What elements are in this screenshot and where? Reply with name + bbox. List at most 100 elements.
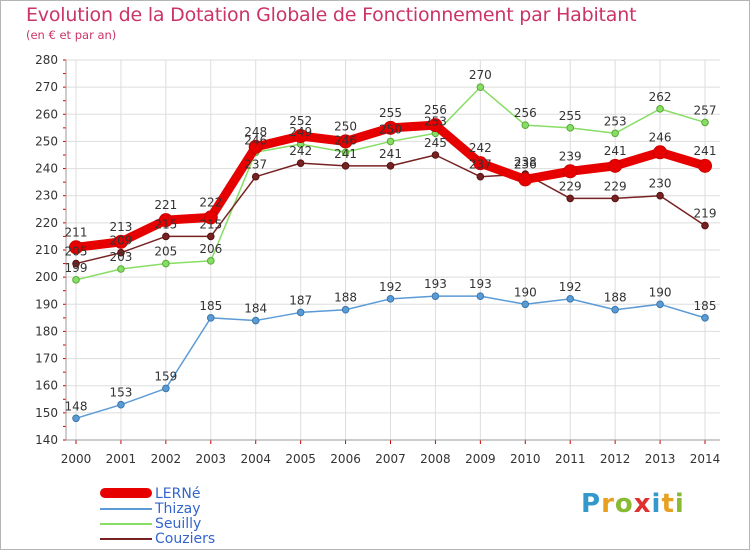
data-label-seuilly: 246	[244, 133, 267, 147]
x-tick-label: 2014	[690, 452, 721, 466]
y-tick-label: 190	[35, 297, 58, 311]
y-tick-label: 180	[35, 324, 58, 338]
legend-item-couziers: Couziers	[100, 531, 300, 547]
data-label-seuilly: 256	[514, 106, 537, 120]
legend-item-lerne: LERNé	[100, 486, 300, 502]
data-point-thizay	[162, 384, 170, 393]
data-label-seuilly: 255	[559, 109, 582, 123]
data-label-lerne: 241	[694, 144, 717, 158]
data-point-seuilly	[476, 83, 485, 91]
y-tick-label: 140	[35, 433, 58, 447]
data-point-lerne	[473, 156, 488, 171]
data-label-seuilly: 253	[604, 114, 627, 128]
data-point-lerne	[518, 172, 533, 187]
x-tick-label: 2003	[196, 452, 227, 466]
data-label-couziers: 242	[289, 144, 312, 158]
data-label-lerne: 250	[334, 119, 357, 133]
data-label-lerne: 256	[424, 103, 447, 117]
data-point-couziers	[206, 232, 215, 241]
data-label-couziers: 245	[424, 136, 447, 150]
logo-letter: r	[601, 489, 615, 519]
x-tick-label: 2010	[510, 452, 541, 466]
data-label-couziers: 241	[334, 147, 357, 161]
data-label-couziers: 237	[469, 158, 492, 172]
data-label-lerne: 239	[559, 149, 582, 163]
data-point-lerne	[113, 234, 128, 249]
y-tick-label: 250	[35, 134, 58, 148]
data-label-thizay: 190	[514, 285, 537, 299]
data-label-thizay: 185	[199, 299, 222, 313]
data-point-seuilly	[521, 121, 530, 129]
y-tick-label: 260	[35, 107, 58, 121]
data-label-thizay: 193	[469, 277, 492, 291]
data-label-thizay: 184	[244, 302, 267, 316]
data-label-couziers: 215	[154, 217, 177, 231]
data-label-couziers: 215	[199, 217, 222, 231]
data-label-thizay: 159	[154, 369, 177, 383]
data-point-couziers	[117, 248, 125, 257]
data-label-seuilly: 249	[289, 125, 312, 139]
data-point-thizay	[521, 300, 530, 309]
data-point-couziers	[566, 194, 575, 203]
data-label-seuilly: 253	[424, 114, 447, 128]
legend-label-thizay: Thizay	[155, 501, 201, 517]
data-label-lerne: 241	[604, 144, 627, 158]
data-point-seuilly	[162, 259, 170, 268]
data-label-lerne: 246	[649, 130, 672, 144]
y-tick-label: 200	[35, 270, 58, 284]
y-tick-label: 160	[35, 379, 58, 393]
data-point-couziers	[251, 172, 260, 181]
data-label-lerne: 248	[244, 125, 267, 139]
legend-label-lerne: LERNé	[155, 486, 201, 502]
logo-letter: i	[651, 489, 662, 519]
data-label-seuilly: 246	[334, 133, 357, 147]
x-tick-label: 2000	[61, 452, 92, 466]
data-label-couziers: 209	[109, 234, 132, 248]
data-point-lerne	[203, 210, 218, 225]
data-point-seuilly	[701, 118, 709, 127]
data-label-couziers: 229	[559, 179, 582, 193]
x-tick-label: 2006	[330, 452, 361, 466]
legend-swatch-thizay	[100, 508, 152, 510]
data-point-lerne	[69, 240, 83, 255]
data-point-thizay	[386, 295, 395, 303]
proxiti-logo: Proxiti	[581, 489, 685, 519]
data-label-lerne: 213	[109, 220, 132, 234]
legend-swatch-couziers	[100, 538, 152, 540]
data-label-seuilly: 199	[65, 261, 88, 275]
data-point-seuilly	[72, 276, 80, 284]
data-point-seuilly	[566, 124, 575, 132]
data-point-thizay	[117, 400, 125, 409]
data-point-thizay	[341, 305, 350, 314]
logo-letter: x	[633, 489, 652, 519]
data-label-thizay: 188	[604, 291, 627, 305]
data-point-couziers	[476, 172, 485, 181]
data-point-lerne	[653, 145, 668, 160]
data-point-lerne	[383, 120, 398, 135]
y-tick-label: 210	[35, 243, 58, 257]
x-tick-label: 2001	[106, 452, 137, 466]
data-label-lerne: 252	[289, 114, 312, 128]
data-label-seuilly: 205	[154, 245, 177, 259]
data-label-thizay: 153	[109, 386, 132, 400]
data-label-seuilly: 250	[379, 122, 402, 136]
data-label-seuilly: 206	[199, 242, 222, 256]
data-point-lerne	[338, 134, 353, 149]
data-point-lerne	[248, 139, 263, 154]
data-point-thizay	[296, 308, 305, 317]
data-label-thizay: 192	[379, 280, 402, 294]
data-label-lerne: 211	[65, 225, 88, 239]
data-point-thizay	[701, 314, 709, 322]
legend-swatch-lerne	[100, 488, 152, 498]
data-label-thizay: 187	[289, 293, 312, 307]
data-label-thizay: 193	[424, 277, 447, 291]
data-point-thizay	[566, 295, 575, 303]
data-point-lerne	[608, 158, 623, 173]
data-point-seuilly	[341, 148, 350, 157]
legend-swatch-seuilly	[100, 523, 152, 525]
x-tick-label: 2013	[645, 452, 676, 466]
data-point-seuilly	[611, 129, 619, 138]
x-tick-label: 2012	[600, 452, 631, 466]
data-point-couziers	[701, 221, 709, 230]
x-tick-label: 2007	[375, 452, 406, 466]
